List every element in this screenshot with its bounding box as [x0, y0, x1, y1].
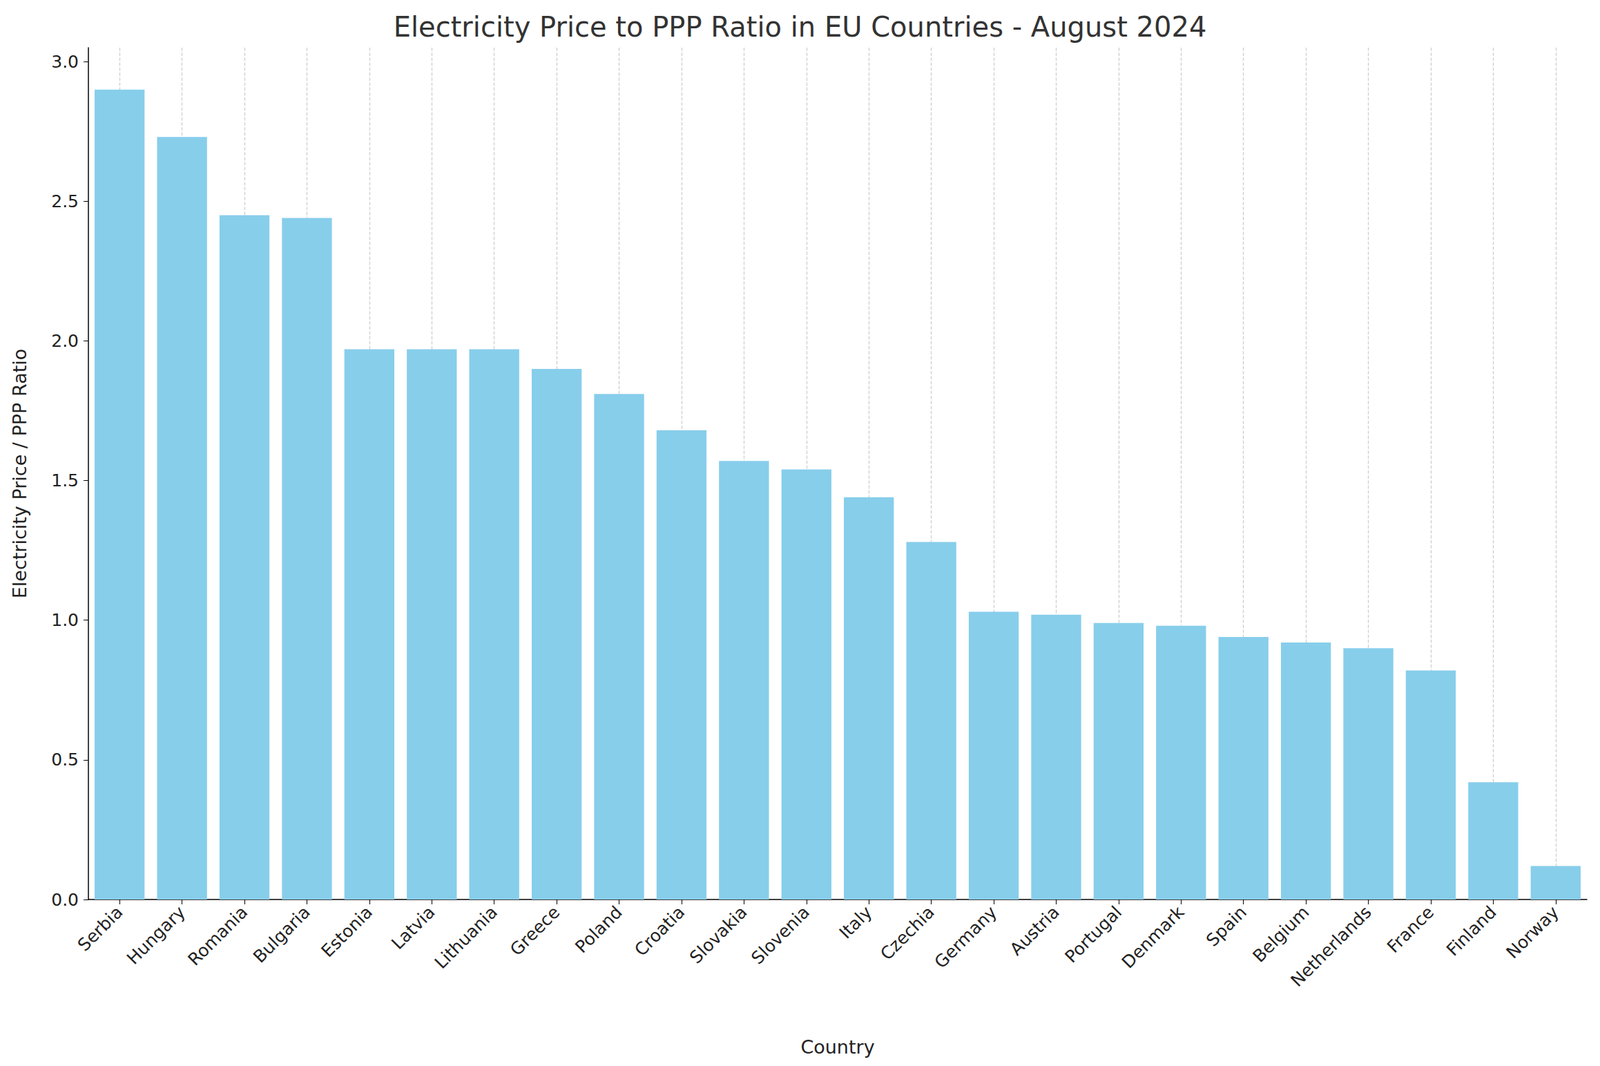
- svg-text:0.0: 0.0: [51, 889, 79, 910]
- svg-text:Norway: Norway: [1502, 901, 1564, 963]
- svg-text:Finland: Finland: [1442, 901, 1501, 960]
- svg-text:Greece: Greece: [506, 901, 564, 960]
- svg-text:Spain: Spain: [1202, 901, 1251, 951]
- svg-text:1.5: 1.5: [51, 470, 79, 491]
- svg-text:Romania: Romania: [184, 901, 253, 970]
- svg-text:Netherlands: Netherlands: [1287, 901, 1376, 991]
- svg-text:Slovenia: Slovenia: [747, 901, 814, 969]
- svg-text:Country: Country: [800, 1035, 875, 1058]
- svg-text:Serbia: Serbia: [73, 901, 128, 956]
- svg-text:Italy: Italy: [835, 901, 877, 943]
- svg-text:Austria: Austria: [1006, 901, 1064, 960]
- svg-text:1.0: 1.0: [51, 609, 79, 630]
- svg-text:Slovakia: Slovakia: [685, 901, 752, 968]
- svg-text:Germany: Germany: [930, 901, 1002, 973]
- svg-text:3.0: 3.0: [51, 51, 79, 72]
- svg-text:Hungary: Hungary: [122, 901, 190, 969]
- svg-text:Lithuania: Lithuania: [430, 901, 502, 973]
- svg-text:Bulgaria: Bulgaria: [249, 901, 315, 967]
- svg-text:2.0: 2.0: [51, 330, 79, 351]
- svg-text:Poland: Poland: [571, 901, 626, 957]
- svg-text:Portugal: Portugal: [1060, 901, 1126, 967]
- svg-text:0.5: 0.5: [51, 749, 79, 770]
- svg-text:France: France: [1383, 901, 1438, 957]
- svg-text:Estonia: Estonia: [317, 901, 378, 962]
- svg-text:Croatia: Croatia: [630, 901, 689, 960]
- svg-text:Latvia: Latvia: [387, 901, 439, 953]
- svg-text:Denmark: Denmark: [1117, 901, 1189, 972]
- svg-text:2.5: 2.5: [51, 191, 79, 212]
- svg-text:Electricity Price / PPP Ratio: Electricity Price / PPP Ratio: [8, 348, 31, 599]
- svg-text:Electricity Price to PPP Ratio: Electricity Price to PPP Ratio in EU Cou…: [393, 11, 1208, 43]
- svg-text:Belgium: Belgium: [1248, 901, 1313, 967]
- svg-text:Czechia: Czechia: [876, 901, 939, 965]
